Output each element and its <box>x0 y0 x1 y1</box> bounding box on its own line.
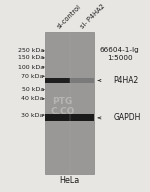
Text: 250 kDa: 250 kDa <box>18 48 44 53</box>
Text: 30 kDa: 30 kDa <box>21 113 44 118</box>
Text: HeLa: HeLa <box>60 176 80 185</box>
Bar <box>45 32 94 174</box>
Text: si- P4HA2: si- P4HA2 <box>80 3 106 30</box>
Text: 66604-1-Ig
1:5000: 66604-1-Ig 1:5000 <box>100 47 140 61</box>
Text: 150 kDa: 150 kDa <box>18 55 44 60</box>
Text: P4HA2: P4HA2 <box>114 76 139 85</box>
Bar <box>45 114 70 121</box>
Text: 100 kDa: 100 kDa <box>18 65 44 70</box>
Text: 50 kDa: 50 kDa <box>22 87 44 92</box>
Bar <box>70 114 94 121</box>
Text: si-control: si-control <box>56 4 83 30</box>
Text: GAPDH: GAPDH <box>114 113 141 122</box>
Bar <box>70 78 94 83</box>
Text: 70 kDa: 70 kDa <box>21 74 44 79</box>
Bar <box>45 78 70 83</box>
Text: 40 kDa: 40 kDa <box>21 96 44 101</box>
Text: PTG
C.CO: PTG C.CO <box>50 97 75 116</box>
